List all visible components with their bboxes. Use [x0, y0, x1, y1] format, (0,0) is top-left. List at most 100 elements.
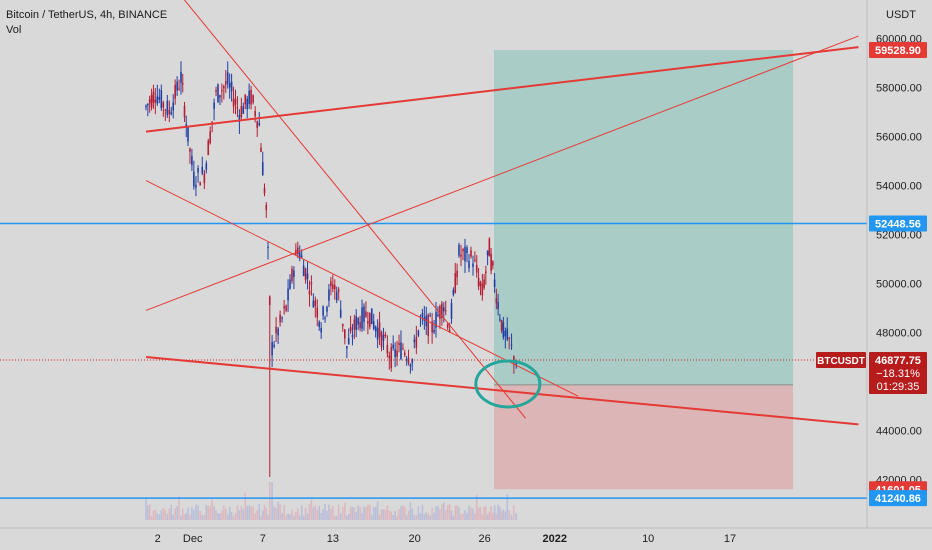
volume-bar [168, 508, 171, 520]
candle-body [359, 322, 361, 329]
candle-body [485, 271, 487, 274]
candle-body [464, 246, 466, 262]
price-tag [869, 42, 927, 59]
volume-bar [349, 506, 352, 520]
volume-bar [380, 509, 383, 520]
candle-body [468, 261, 470, 269]
volume-bar [370, 514, 373, 520]
candle-body [154, 99, 157, 103]
candle-body [223, 86, 225, 89]
candle-body [226, 72, 229, 84]
volume-bar [411, 508, 414, 520]
time-tick-label: 13 [327, 533, 339, 545]
volume-bar [441, 504, 443, 520]
candle-body [330, 281, 332, 287]
volume-bar [154, 509, 157, 520]
volume-bar [226, 514, 229, 520]
volume-bar [268, 482, 271, 520]
candle-body [195, 184, 197, 188]
volume-bar [423, 514, 426, 520]
volume-bar [330, 509, 332, 520]
volume-bar [335, 515, 338, 520]
volume-bar [265, 508, 268, 520]
candle-body [240, 106, 243, 118]
volume-bar [407, 510, 410, 520]
time-tick-label: Dec [183, 533, 203, 545]
candle-body [458, 244, 460, 256]
volume-bar [470, 507, 472, 520]
volume-bar [316, 509, 319, 520]
candle-body [462, 248, 464, 252]
candle-body [242, 106, 245, 114]
candle-body [219, 95, 221, 98]
volume-bar [500, 511, 503, 520]
candle-body [367, 320, 369, 324]
time-tick-label: 20 [408, 533, 420, 545]
price-tick-label: 56000.00 [876, 132, 922, 144]
volume-bar [477, 508, 480, 520]
volume-bar [320, 512, 322, 520]
annotations[interactable] [474, 359, 542, 409]
candle-body [302, 265, 305, 277]
symbol-tag-label: BTCUSDT [817, 356, 865, 367]
volume-bar [367, 504, 369, 520]
long-position-tool[interactable] [494, 50, 794, 490]
volume-bar [386, 505, 389, 520]
candle-body [287, 288, 289, 301]
candle-body [355, 316, 357, 330]
candle-body [497, 302, 499, 309]
candle-body [232, 98, 235, 107]
candle-body [351, 335, 354, 337]
candle-body [314, 300, 317, 306]
volume-bar [183, 514, 186, 520]
volume-bar [390, 511, 393, 520]
candle-body [207, 140, 210, 156]
candle-body [446, 323, 449, 328]
volume-bar [164, 509, 167, 520]
volume-bar [258, 504, 261, 520]
candle-body [335, 291, 338, 301]
candle-body [417, 330, 420, 336]
volume-bar [318, 505, 321, 520]
candle-body [265, 204, 268, 211]
candle-body [479, 281, 482, 286]
volume-bar [429, 515, 431, 520]
volume-bar [310, 499, 313, 520]
volume-bar [415, 515, 418, 520]
candle-body [374, 326, 377, 332]
volume-bar [256, 509, 259, 520]
volume-bar [466, 512, 468, 520]
volume-bar [417, 506, 420, 520]
volume-bar [158, 514, 161, 520]
time-tick-label: 7 [260, 533, 266, 545]
candle-body [402, 347, 404, 349]
volume-bar [304, 507, 307, 520]
volume-bar [260, 515, 262, 520]
candle-body [452, 289, 455, 295]
volume-bar [306, 513, 309, 520]
volume-bar [497, 504, 499, 520]
volume-bar [209, 506, 211, 520]
volume-bar [148, 504, 151, 520]
candle-body [431, 321, 433, 333]
time-tick-label: 10 [642, 533, 654, 545]
volume-bar [344, 502, 346, 520]
price-tick-label: 48000.00 [876, 328, 922, 340]
volume-bar [462, 513, 464, 520]
volume-bar [365, 507, 367, 520]
time-tick-label: 2022 [543, 533, 567, 545]
volume-bar [460, 514, 462, 520]
candle-body [403, 352, 406, 356]
volume-bar [189, 514, 191, 520]
volume-bar [361, 512, 363, 520]
candle-body [492, 261, 494, 266]
price-tick-label: 52000.00 [876, 230, 922, 242]
horizontal-lines[interactable] [0, 222, 867, 499]
price-tag-label: 59528.90 [875, 45, 921, 57]
candle-body [183, 105, 186, 118]
candle-body [260, 147, 262, 152]
candle-body [441, 303, 443, 319]
volume-bar [384, 509, 387, 520]
